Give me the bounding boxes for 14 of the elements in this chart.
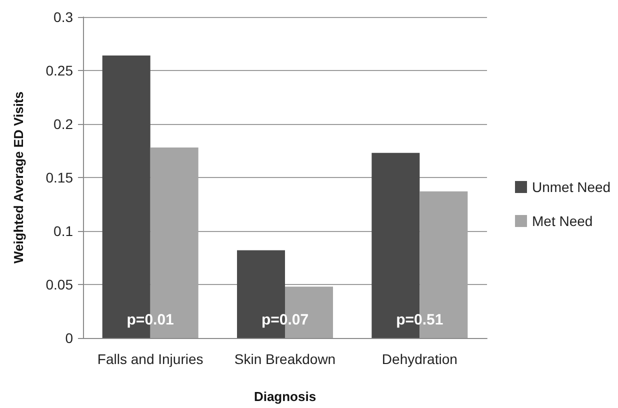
y-axis-title: Weighted Average ED Visits (11, 92, 26, 264)
y-tick-label: 0.2 (54, 116, 74, 132)
x-tick-label: Dehydration (382, 351, 458, 367)
y-tick-label: 0.05 (46, 276, 74, 292)
x-tick-label: Falls and Injuries (97, 351, 204, 367)
x-axis-title: Diagnosis (254, 389, 316, 404)
y-tick-label: 0.15 (46, 170, 74, 186)
legend-label: Met Need (532, 213, 593, 229)
y-tick-label: 0.25 (46, 62, 74, 78)
y-tick-label: 0 (65, 330, 74, 346)
legend-label: Unmet Need (532, 179, 611, 195)
y-tick-label: 0.1 (54, 223, 74, 239)
y-tick-label: 0.3 (54, 9, 74, 25)
x-tick-label: Skin Breakdown (234, 351, 336, 367)
